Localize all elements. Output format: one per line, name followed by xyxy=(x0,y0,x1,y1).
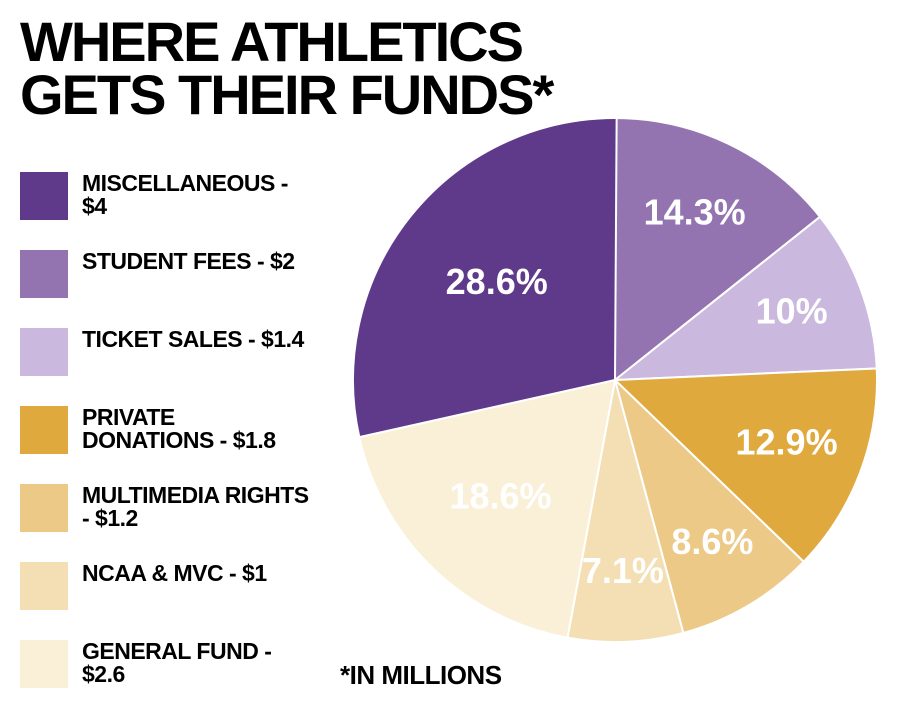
legend-item: GENERAL FUND - $2.6 xyxy=(20,640,312,688)
chart-title-line1: WHERE ATHLETICS xyxy=(20,16,552,69)
pie-slice-label: 14.3% xyxy=(644,191,746,232)
pie-slice-label: 10% xyxy=(756,290,828,331)
pie-svg: 14.3% 10% 12.9% 8.6%7.1% 18.6% 28.6% xyxy=(345,110,885,650)
pie-slice-label: 12.9% xyxy=(736,421,838,462)
legend-label: GENERAL FUND - $2.6 xyxy=(82,640,312,686)
legend-label: MULTIMEDIA RIGHTS - $1.2 xyxy=(82,484,312,530)
legend-item: STUDENT FEES - $2 xyxy=(20,250,312,298)
legend-label: TICKET SALES - $1.4 xyxy=(82,328,304,351)
legend-item: NCAA & MVC - $1 xyxy=(20,562,312,610)
legend-label: STUDENT FEES - $2 xyxy=(82,250,295,273)
chart-title: WHERE ATHLETICS GETS THEIR FUNDS* xyxy=(20,16,552,121)
legend: MISCELLANEOUS - $4 STUDENT FEES - $2 TICKE… xyxy=(20,172,312,718)
legend-item: TICKET SALES - $1.4 xyxy=(20,328,312,376)
pie-slice-label: 18.6% xyxy=(449,475,551,516)
legend-swatch xyxy=(20,328,68,376)
pie-slice-label: 7.1% xyxy=(582,550,664,591)
legend-swatch xyxy=(20,250,68,298)
legend-swatch xyxy=(20,484,68,532)
legend-item: PRIVATE DONATIONS - $1.8 xyxy=(20,406,312,454)
legend-swatch xyxy=(20,406,68,454)
legend-swatch xyxy=(20,172,68,220)
footnote: *IN MILLIONS xyxy=(340,660,502,691)
legend-item: MISCELLANEOUS - $4 xyxy=(20,172,312,220)
legend-label: MISCELLANEOUS - $4 xyxy=(82,172,312,218)
legend-swatch xyxy=(20,640,68,688)
legend-label: NCAA & MVC - $1 xyxy=(82,562,267,585)
legend-item: MULTIMEDIA RIGHTS - $1.2 xyxy=(20,484,312,532)
pie-chart: 14.3% 10% 12.9% 8.6%7.1% 18.6% 28.6% xyxy=(345,110,885,650)
legend-swatch xyxy=(20,562,68,610)
pie-slice-label: 28.6% xyxy=(446,261,548,302)
legend-label: PRIVATE DONATIONS - $1.8 xyxy=(82,406,312,452)
pie-slice-label: 8.6% xyxy=(671,521,753,562)
